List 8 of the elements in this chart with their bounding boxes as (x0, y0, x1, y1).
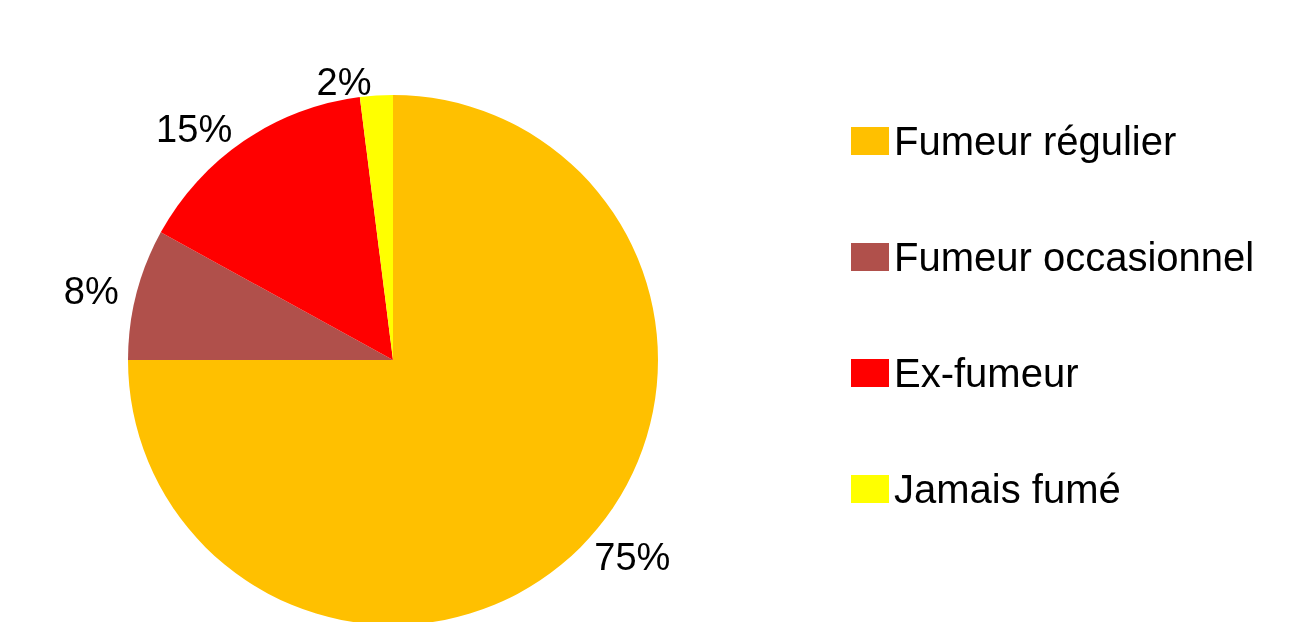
data-label: 8% (63, 269, 119, 312)
data-label: 75% (594, 536, 671, 579)
data-label: 15% (156, 108, 233, 151)
legend-label: Fumeur occasionnel (894, 235, 1255, 279)
data-label: 2% (316, 60, 372, 103)
legend-label: Jamais fumé (894, 467, 1121, 511)
legend-label: Ex-fumeur (894, 351, 1079, 395)
legend-label: Fumeur régulier (894, 119, 1177, 163)
